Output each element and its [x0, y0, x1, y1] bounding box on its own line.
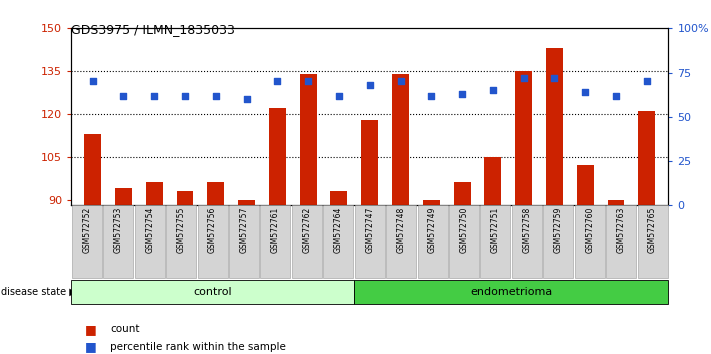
Bar	[607, 200, 624, 205]
Point	[149, 93, 160, 98]
Text: GSM572755: GSM572755	[176, 207, 186, 253]
Bar	[392, 74, 409, 205]
Bar	[484, 157, 501, 205]
Text: percentile rank within the sample: percentile rank within the sample	[110, 342, 286, 352]
Point	[395, 79, 406, 84]
Text: GSM572747: GSM572747	[365, 207, 374, 253]
Bar	[331, 191, 348, 205]
Point	[210, 93, 222, 98]
Text: GSM572761: GSM572761	[271, 207, 280, 253]
Text: ■: ■	[85, 323, 97, 336]
Point	[641, 79, 653, 84]
Text: GSM572764: GSM572764	[333, 207, 343, 253]
Point	[487, 87, 498, 93]
Point	[118, 93, 129, 98]
Text: GSM572748: GSM572748	[397, 207, 406, 253]
Point	[549, 75, 560, 81]
Text: GSM572763: GSM572763	[616, 207, 626, 253]
Text: GSM572756: GSM572756	[208, 207, 217, 253]
Text: GSM572758: GSM572758	[523, 207, 531, 253]
Text: GSM572751: GSM572751	[491, 207, 500, 253]
Text: GDS3975 / ILMN_1835033: GDS3975 / ILMN_1835033	[71, 23, 235, 36]
Bar	[84, 134, 101, 205]
Bar	[423, 200, 440, 205]
Point	[87, 79, 98, 84]
Bar	[361, 120, 378, 205]
Text: GSM572749: GSM572749	[428, 207, 437, 253]
Point	[241, 96, 252, 102]
Bar	[515, 71, 532, 205]
Point	[579, 89, 591, 95]
Text: GSM572750: GSM572750	[459, 207, 469, 253]
Bar	[208, 182, 224, 205]
Bar	[269, 108, 286, 205]
Point	[179, 93, 191, 98]
Text: GSM572753: GSM572753	[114, 207, 123, 253]
Text: GSM572762: GSM572762	[302, 207, 311, 253]
Point	[272, 79, 283, 84]
Text: disease state ▶: disease state ▶	[1, 287, 77, 297]
Bar	[176, 191, 193, 205]
Point	[610, 93, 621, 98]
Bar	[115, 188, 132, 205]
Text: GSM572765: GSM572765	[648, 207, 657, 253]
Bar	[577, 165, 594, 205]
Text: ■: ■	[85, 341, 97, 353]
Bar	[146, 182, 163, 205]
Bar	[238, 200, 255, 205]
Bar	[454, 182, 471, 205]
Point	[333, 93, 345, 98]
Text: GSM572752: GSM572752	[82, 207, 91, 253]
Text: endometrioma: endometrioma	[470, 287, 552, 297]
Point	[364, 82, 375, 88]
Text: GSM572759: GSM572759	[554, 207, 563, 253]
Text: GSM572754: GSM572754	[145, 207, 154, 253]
Text: GSM572760: GSM572760	[585, 207, 594, 253]
Text: control: control	[193, 287, 232, 297]
Bar	[546, 48, 563, 205]
Point	[302, 79, 314, 84]
Bar	[638, 111, 656, 205]
Point	[456, 91, 468, 97]
Text: count: count	[110, 324, 139, 334]
Bar	[299, 74, 316, 205]
Point	[518, 75, 529, 81]
Point	[426, 93, 437, 98]
Text: GSM572757: GSM572757	[240, 207, 248, 253]
